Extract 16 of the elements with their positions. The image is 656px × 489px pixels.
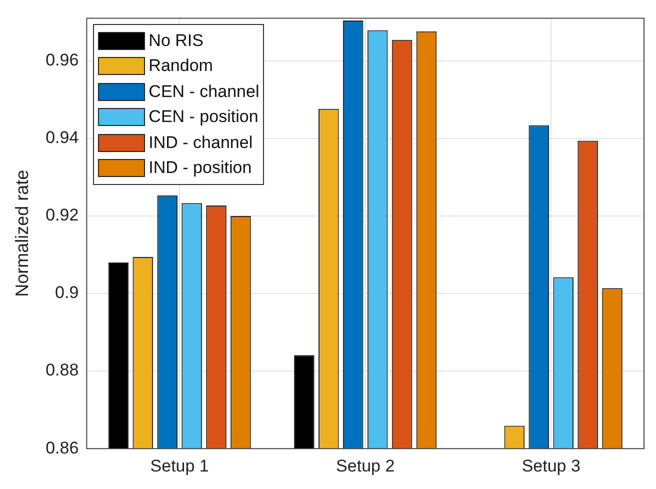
y-tick-label: 0.96 xyxy=(46,50,79,70)
y-tick-label: 0.92 xyxy=(46,206,79,225)
legend-label: IND - position xyxy=(148,158,252,178)
y-tick-label: 0.9 xyxy=(55,283,79,302)
legend-label: Random xyxy=(148,56,213,76)
legend-label: CEN - channel xyxy=(148,82,260,102)
legend-label: CEN - position xyxy=(148,107,258,128)
x-tick-label: Setup 2 xyxy=(336,456,395,476)
y-tick-label: 0.94 xyxy=(46,128,79,148)
x-tick-label: Setup 1 xyxy=(150,456,209,476)
legend-label: No RIS xyxy=(148,30,204,51)
y-axis-title: Normalized rate xyxy=(12,170,32,297)
x-tick-label: Setup 3 xyxy=(522,456,580,476)
legend-label: IND - channel xyxy=(148,132,253,153)
y-tick-label: 0.88 xyxy=(46,360,79,380)
y-tick-label: 0.86 xyxy=(46,438,79,458)
